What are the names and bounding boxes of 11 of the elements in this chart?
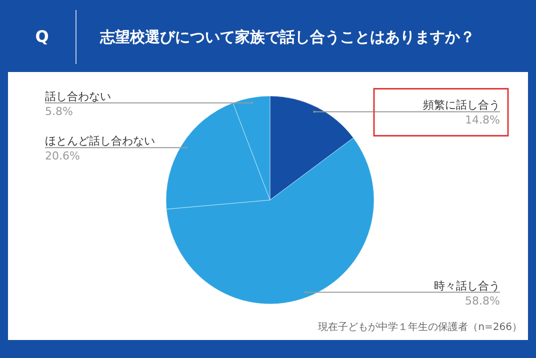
slice-label: 頻繁に話し合う [423, 98, 500, 112]
slice-label: 話し合わない [45, 90, 111, 103]
data-label: 5.8% [45, 104, 73, 118]
text: Q [35, 27, 49, 46]
text: 現在子どもが中学１年生の保護者（n=266） [318, 321, 522, 333]
data-label: 58.8% [465, 294, 500, 308]
slice-label: ほとんど話し合わない [45, 134, 155, 148]
chart-title: 志望校選びについて家族で話し合うことはありますか？ [99, 28, 475, 46]
slice-label: 時々話し合う [434, 279, 500, 292]
data-label: 20.6% [45, 150, 80, 163]
data-label: 14.8% [465, 114, 500, 127]
